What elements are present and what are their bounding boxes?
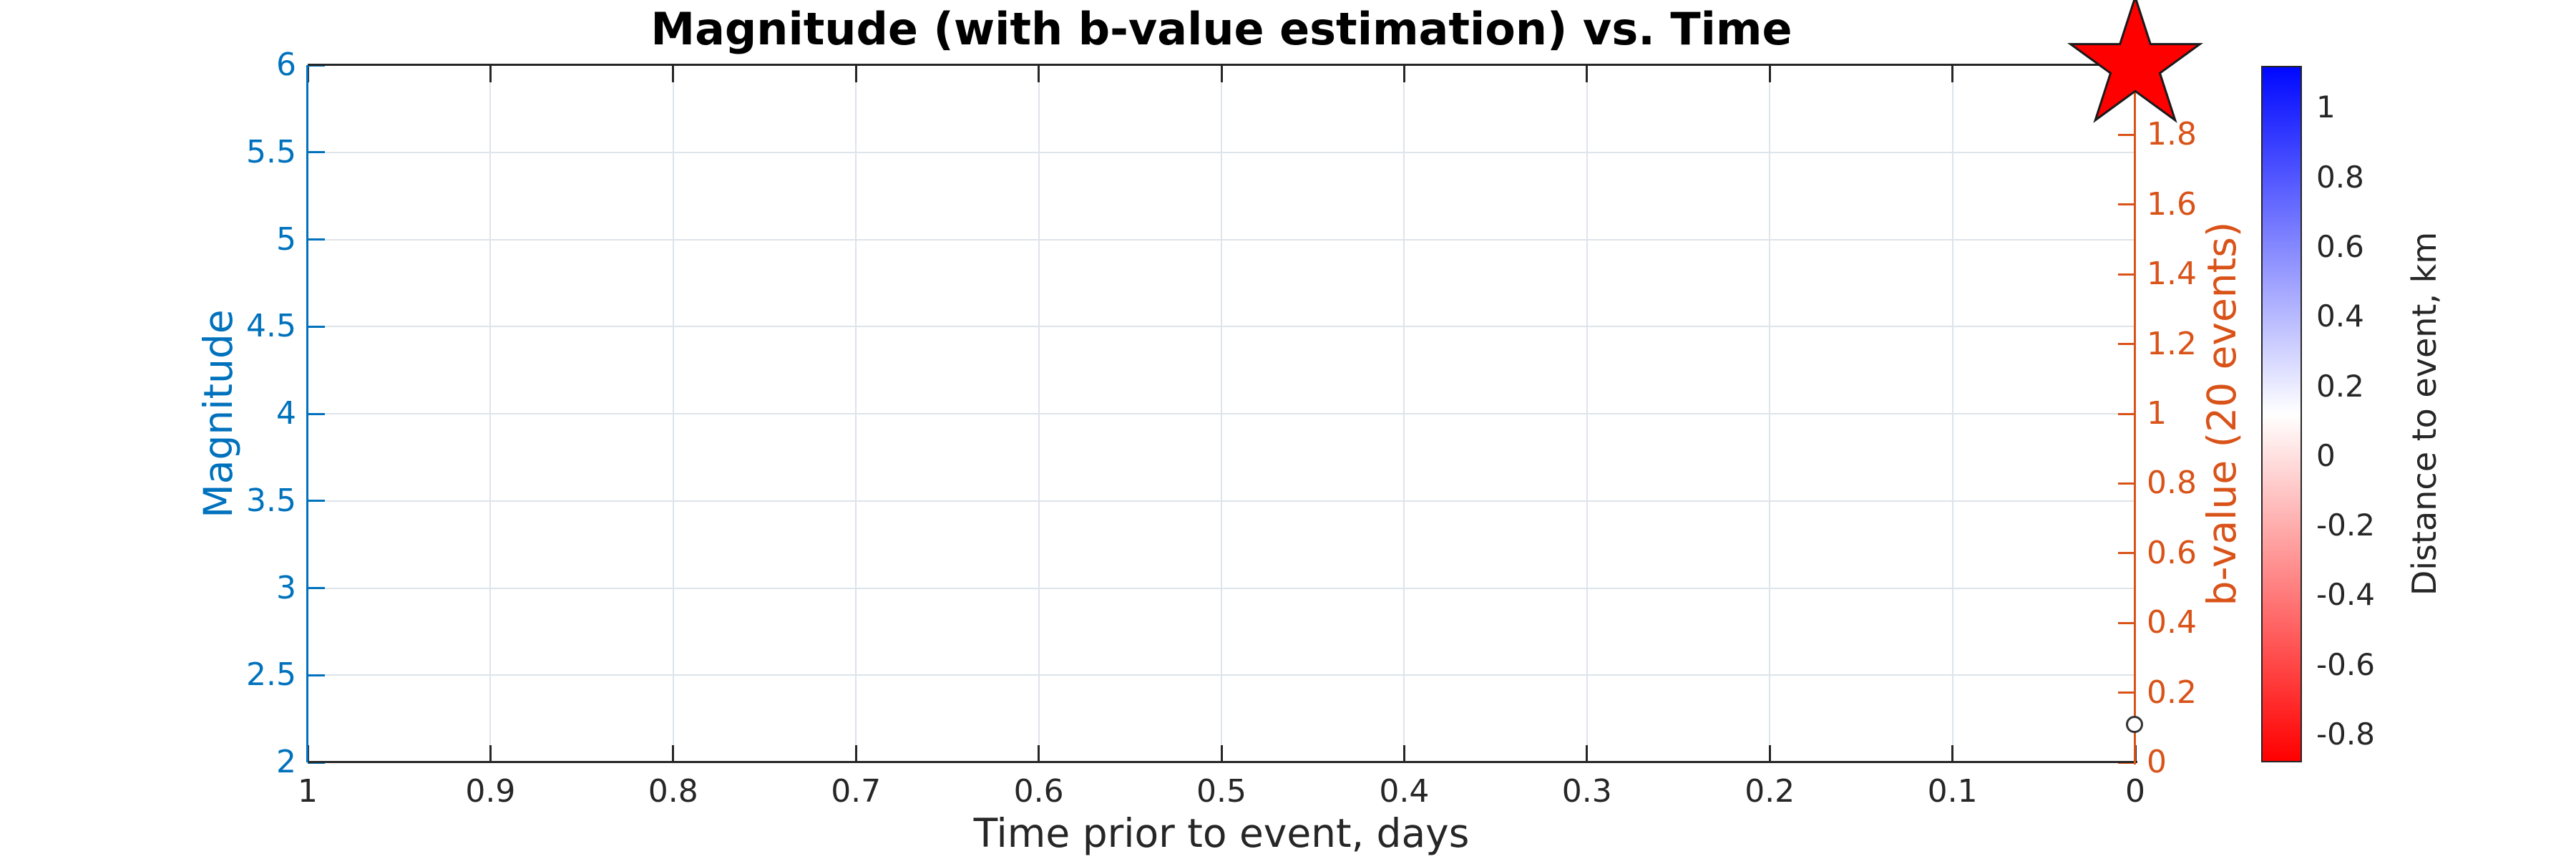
left-y-tick-label: 5 bbox=[276, 220, 296, 258]
right-y-tick-label: 1 bbox=[2147, 395, 2167, 432]
left-y-tick-label: 6 bbox=[276, 47, 296, 83]
x-tick-label: 1 bbox=[298, 773, 318, 810]
x-tick-mark bbox=[1768, 745, 1771, 762]
left-y-tick-mark bbox=[308, 500, 325, 503]
x-top-tick-mark bbox=[1220, 65, 1223, 82]
left-y-tick-label: 5.5 bbox=[246, 133, 296, 170]
right-y-tick-mark bbox=[2118, 552, 2135, 555]
right-y-tick-label: 1.2 bbox=[2147, 325, 2197, 362]
right-y-tick-label: 0.4 bbox=[2147, 604, 2197, 641]
x-tick-label: 0 bbox=[2125, 773, 2145, 810]
right-y-tick-label: 0.8 bbox=[2147, 465, 2197, 502]
x-tick-label: 0.1 bbox=[1927, 773, 1978, 810]
y-gridline bbox=[308, 151, 2135, 153]
right-axis-label: b-value (20 events) bbox=[2199, 221, 2245, 606]
colorbar-tick-label: -0.4 bbox=[2316, 577, 2375, 613]
y-gridline bbox=[308, 413, 2135, 414]
x-top-tick-mark bbox=[854, 65, 857, 82]
left-y-axis-line bbox=[306, 65, 308, 762]
x-tick-label: 0.6 bbox=[1013, 773, 1064, 810]
right-y-tick-mark bbox=[2118, 273, 2135, 276]
x-axis-line bbox=[308, 761, 2137, 763]
event-marker-circle bbox=[2126, 716, 2143, 733]
x-tick-mark bbox=[489, 745, 492, 762]
colorbar-tick-label: -0.6 bbox=[2316, 646, 2375, 682]
x-tick-mark bbox=[1220, 745, 1223, 762]
x-top-tick-mark bbox=[1768, 65, 1771, 82]
x-tick-label: 0.9 bbox=[465, 773, 516, 810]
right-y-axis-line bbox=[2134, 64, 2136, 765]
left-y-tick-mark bbox=[308, 587, 325, 589]
y-gridline bbox=[308, 500, 2135, 502]
right-y-tick-label: 1.8 bbox=[2147, 116, 2197, 153]
x-tick-mark bbox=[1402, 745, 1405, 762]
right-y-tick-mark bbox=[2118, 343, 2135, 346]
left-y-tick-label: 4 bbox=[276, 395, 296, 432]
right-y-tick-mark bbox=[2118, 621, 2135, 624]
colorbar-tick-label: 0 bbox=[2316, 437, 2336, 473]
left-y-tick-label: 4.5 bbox=[246, 308, 296, 345]
left-y-tick-mark bbox=[308, 238, 325, 241]
x-top-tick-mark bbox=[489, 65, 492, 82]
right-y-tick-label: 0 bbox=[2147, 744, 2167, 780]
colorbar-label: Distance to event, km bbox=[2405, 231, 2444, 596]
colorbar-tick-label: 1 bbox=[2316, 89, 2336, 125]
y-gridline bbox=[308, 238, 2135, 241]
x-tick-label: 0.3 bbox=[1561, 773, 1612, 810]
right-y-tick-label: 1.6 bbox=[2147, 185, 2197, 223]
x-tick-label: 0.7 bbox=[831, 773, 882, 810]
x-tick-mark bbox=[1951, 745, 1954, 762]
x-tick-label: 0.8 bbox=[648, 773, 698, 810]
colorbar bbox=[2261, 66, 2302, 762]
x-tick-label: 0.2 bbox=[1745, 773, 1795, 810]
x-tick-mark bbox=[672, 745, 675, 762]
colorbar-tick-label: 0.6 bbox=[2316, 228, 2364, 264]
x-top-tick-mark bbox=[1586, 65, 1589, 82]
left-y-tick-mark bbox=[308, 151, 325, 154]
right-y-tick-label: 1.4 bbox=[2147, 256, 2197, 293]
x-top-tick-mark bbox=[672, 65, 675, 82]
left-y-tick-mark bbox=[308, 674, 325, 676]
left-y-tick-mark bbox=[308, 325, 325, 328]
right-y-tick-mark bbox=[2118, 133, 2135, 136]
left-axis-label: Magnitude bbox=[195, 309, 241, 518]
right-y-tick-label: 0.6 bbox=[2147, 534, 2197, 571]
right-y-tick-mark bbox=[2118, 482, 2135, 485]
x-top-tick-mark bbox=[1402, 65, 1405, 82]
x-axis-label: Time prior to event, days bbox=[973, 810, 1470, 856]
colorbar-tick-label: -0.2 bbox=[2316, 508, 2375, 543]
x-tick-label: 0.5 bbox=[1196, 773, 1246, 810]
left-y-tick-mark bbox=[308, 412, 325, 415]
colorbar-tick-label: 0.8 bbox=[2316, 159, 2364, 195]
y-gridline bbox=[308, 326, 2135, 328]
left-y-tick-label: 3.5 bbox=[246, 482, 296, 519]
colorbar-tick-label: 0.2 bbox=[2316, 368, 2364, 404]
left-y-tick-label: 2.5 bbox=[246, 656, 296, 694]
y-gridline bbox=[308, 674, 2135, 676]
colorbar-tick-label: 0.4 bbox=[2316, 299, 2364, 334]
right-y-tick-label: 0.2 bbox=[2147, 674, 2197, 711]
mainshock-star-icon bbox=[2067, 0, 2204, 123]
colorbar-tick-label: -0.8 bbox=[2316, 717, 2375, 752]
right-y-tick-mark bbox=[2118, 412, 2135, 415]
right-y-tick-mark bbox=[2118, 203, 2135, 206]
chart-title: Magnitude (with b-value estimation) vs. … bbox=[650, 3, 1792, 55]
x-tick-mark bbox=[1038, 745, 1040, 762]
x-tick-mark bbox=[854, 745, 857, 762]
x-tick-label: 0.4 bbox=[1379, 773, 1430, 810]
right-y-tick-mark bbox=[2118, 691, 2135, 694]
left-y-tick-label: 3 bbox=[276, 569, 296, 606]
plot-top-edge bbox=[308, 64, 2137, 66]
x-top-tick-mark bbox=[1038, 65, 1040, 82]
x-top-tick-mark bbox=[1951, 65, 1954, 82]
x-tick-mark bbox=[1586, 745, 1589, 762]
y-gridline bbox=[308, 587, 2135, 589]
left-y-tick-label: 2 bbox=[276, 744, 296, 780]
